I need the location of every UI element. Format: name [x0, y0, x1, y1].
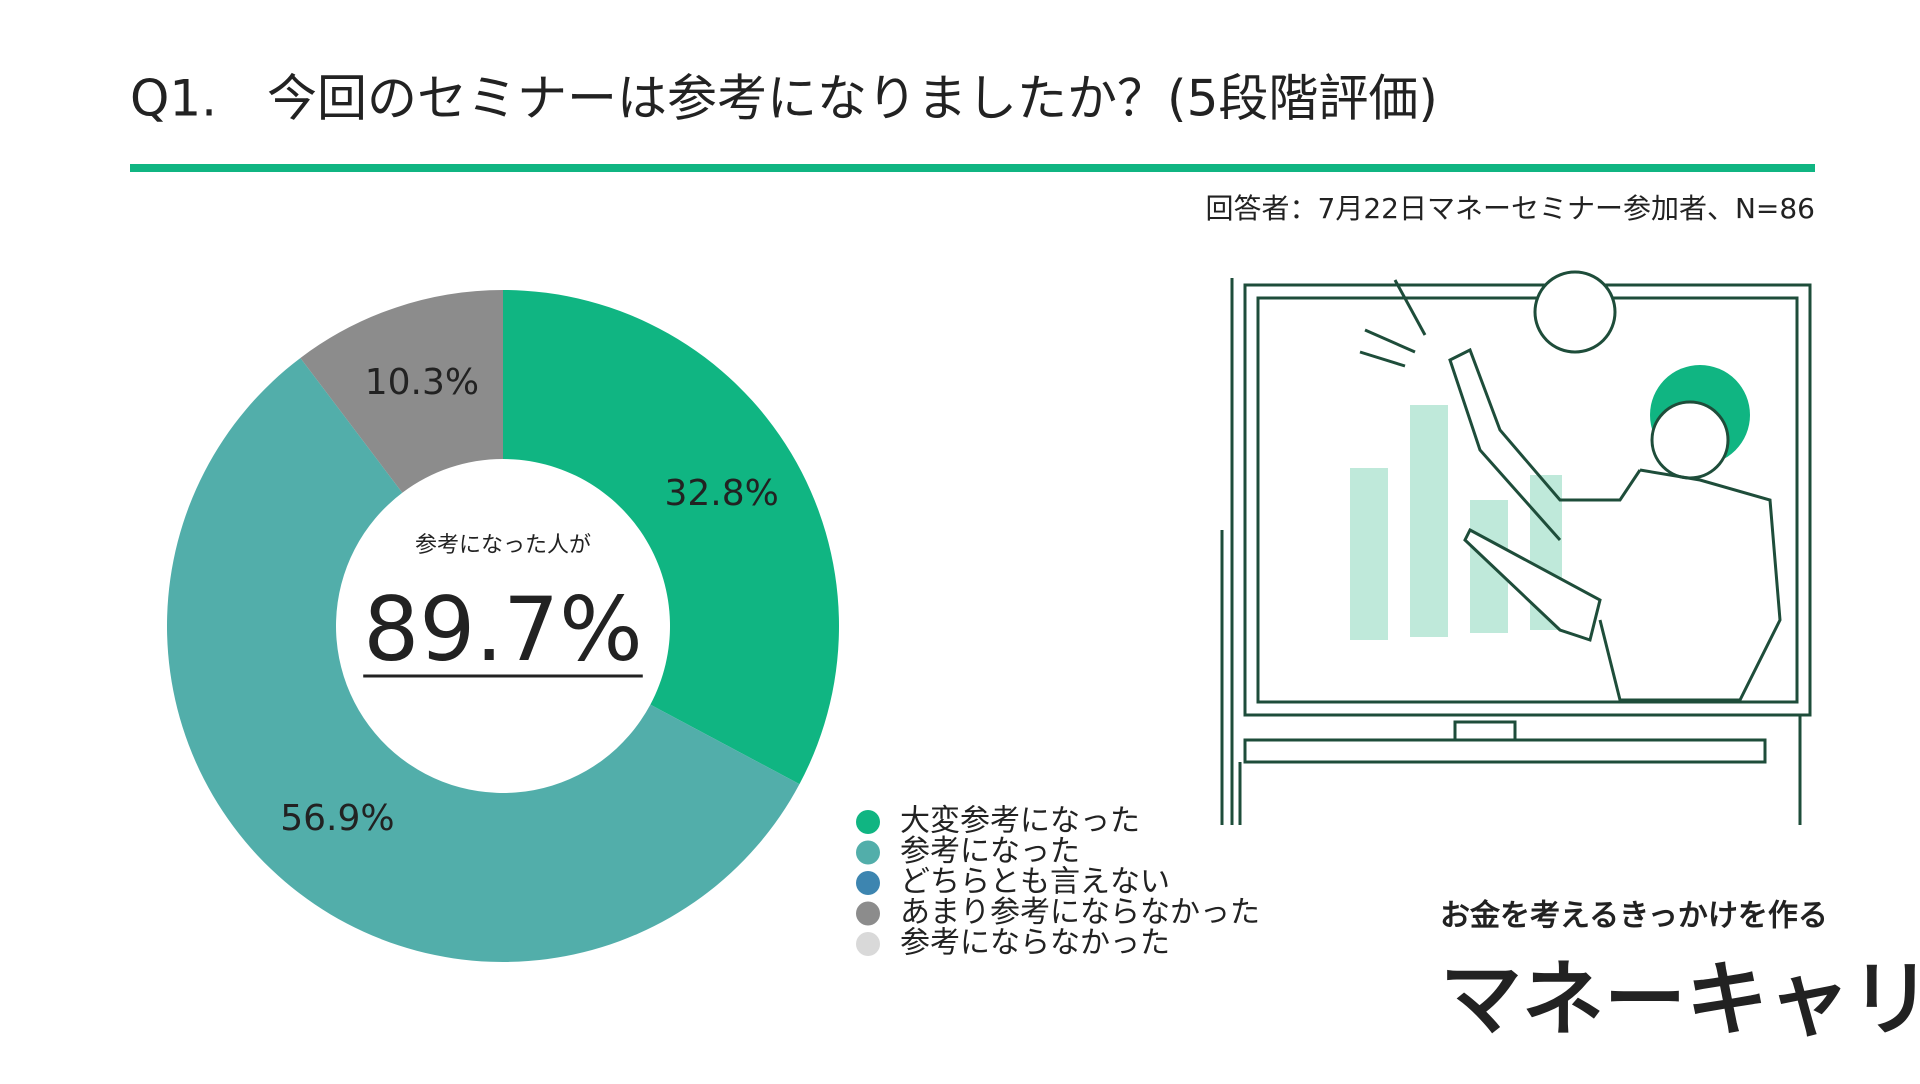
legend-swatch — [856, 810, 880, 834]
legend-swatch — [856, 840, 880, 865]
title-rule — [130, 164, 1815, 172]
value-label: 32.8% — [664, 473, 778, 514]
legend-label: どちらとも言えない — [900, 865, 1170, 900]
value-label: 56.9% — [280, 798, 394, 839]
illustration — [1220, 270, 1812, 825]
legend-label: あまり参考にならなかった — [900, 895, 1260, 930]
legend-label: 参考にならなかった — [900, 926, 1170, 961]
legend-label: 参考になった — [900, 834, 1080, 869]
subtitle: 回答者：7月22日マネーセミナー参加者、N=86 — [1206, 192, 1815, 225]
legend-label: 大変参考になった — [900, 804, 1140, 839]
legend-swatch — [856, 901, 880, 926]
legend-swatch — [856, 932, 880, 956]
donut-slice — [166, 357, 800, 963]
donut-slice — [300, 290, 503, 493]
logo-brand: マネーキャリア — [1440, 952, 1920, 1047]
donut-slice — [503, 290, 839, 785]
center-caption: 参考になった人が — [415, 533, 591, 558]
center-value: 89.7% — [363, 578, 643, 681]
logo-tagline: お金を考えるきっかけを作る — [1440, 899, 1828, 934]
legend-swatch — [856, 871, 880, 895]
value-label: 10.3% — [365, 362, 479, 403]
chart-title: Q1. 今回のセミナーは参考になりましたか？(5段階評価) — [130, 70, 1438, 128]
